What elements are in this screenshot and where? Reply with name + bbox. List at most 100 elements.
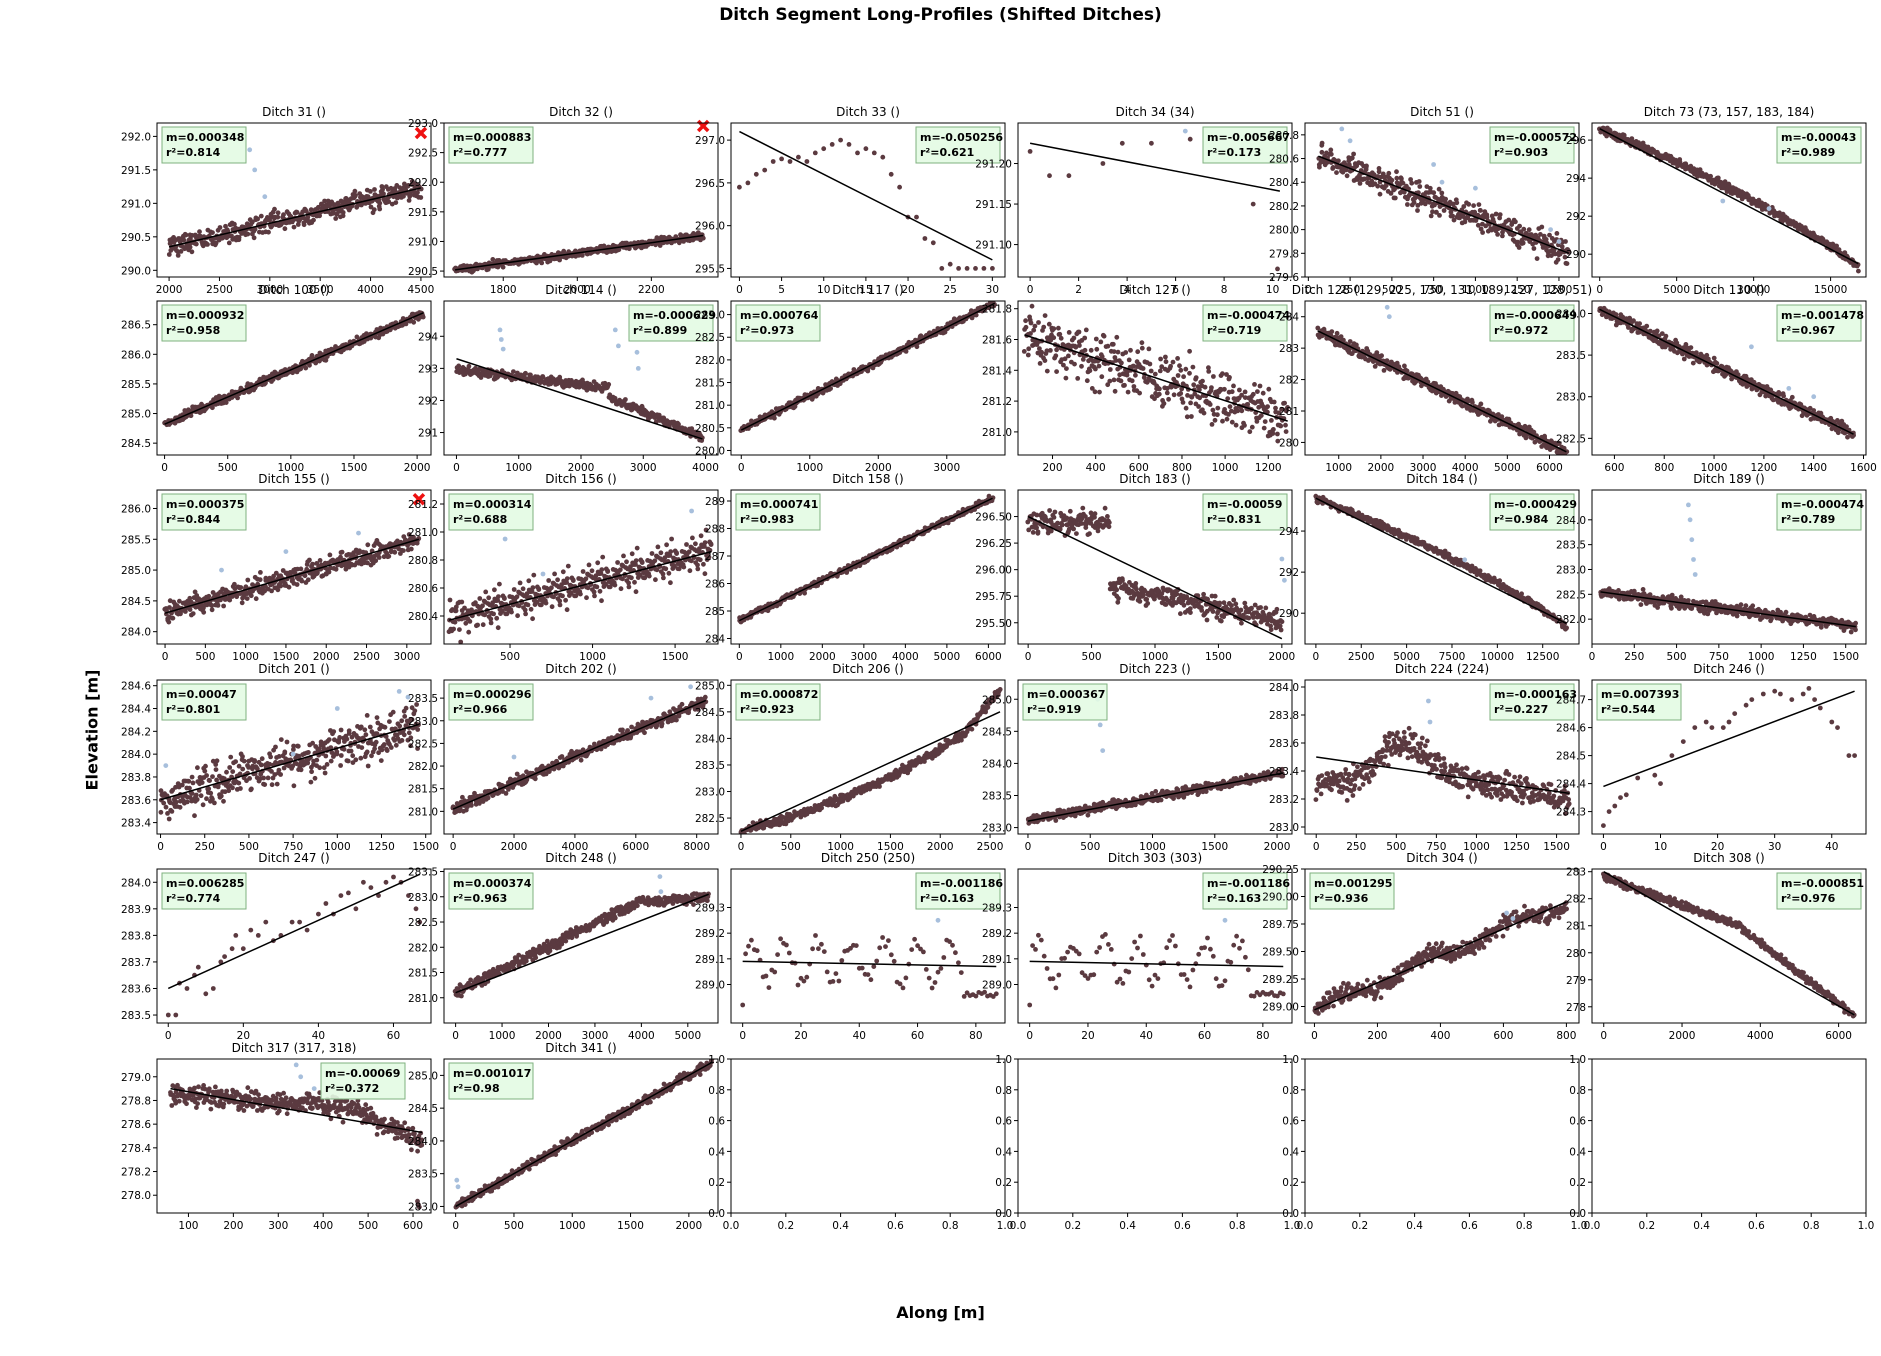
- plot-area: [737, 130, 995, 271]
- data-point: [1094, 346, 1100, 352]
- data-point: [1344, 173, 1350, 179]
- data-point: [1276, 410, 1282, 416]
- x-tick-label: 10000: [1737, 284, 1770, 296]
- data-point: [1119, 360, 1124, 366]
- data-point: [271, 573, 276, 579]
- data-point: [1225, 396, 1231, 401]
- data-point: [1114, 334, 1120, 340]
- data-point: [1427, 185, 1433, 191]
- data-point: [737, 184, 742, 190]
- data-point: [1260, 390, 1266, 396]
- data-point: [1377, 191, 1383, 197]
- subplot-title: Ditch 34 (34): [1115, 105, 1194, 119]
- fit-line: [1599, 308, 1854, 435]
- data-point: [1242, 395, 1248, 400]
- data-point: [209, 607, 215, 613]
- data-point: [1329, 329, 1335, 334]
- data-point: [1459, 403, 1465, 409]
- x-tick-label: 1000: [505, 462, 532, 474]
- data-point: [217, 225, 223, 230]
- y-tick-label: 280: [1279, 437, 1299, 449]
- y-tick-label: 281.8: [982, 304, 1012, 316]
- y-tick-label: 296.0: [695, 221, 725, 233]
- data-point: [1128, 347, 1133, 353]
- data-point: [380, 187, 385, 192]
- data-point: [1215, 405, 1221, 411]
- x-tick-label: 20: [901, 284, 914, 296]
- data-point: [406, 183, 411, 188]
- data-point: [1394, 175, 1400, 181]
- data-point: [278, 583, 283, 589]
- data-point: [1364, 163, 1369, 169]
- data-point: [812, 150, 818, 156]
- data-point: [1057, 331, 1063, 337]
- data-point: [1563, 239, 1568, 244]
- x-tick-label: 4000: [357, 284, 384, 296]
- data-point: [981, 266, 987, 271]
- data-point: [1047, 173, 1052, 179]
- x-tick-label: 2200: [638, 284, 665, 296]
- data-point: [1229, 419, 1235, 425]
- r2-label: r²=0.777: [453, 146, 507, 159]
- data-point: [1531, 246, 1537, 251]
- data-point: [227, 597, 233, 603]
- plot-area: [1027, 128, 1281, 272]
- y-tick-label: 292: [418, 395, 438, 407]
- data-point: [1417, 184, 1423, 189]
- outlier-point: [1786, 386, 1792, 391]
- data-point: [1131, 363, 1136, 369]
- data-point: [166, 252, 172, 257]
- x-tick-label: 3000: [1410, 462, 1437, 474]
- subplot-11: Ditch 128 (129, 225, 130, 131, 189, 127,…: [1279, 283, 1592, 474]
- data-point: [1255, 389, 1260, 394]
- data-point: [1058, 335, 1064, 341]
- x-tick-label: 3000: [630, 462, 657, 474]
- x-tick-label: 0: [453, 462, 460, 474]
- data-point: [1430, 209, 1435, 215]
- data-point: [371, 207, 377, 213]
- data-point: [1147, 361, 1153, 367]
- fit-line: [455, 234, 704, 271]
- data-point: [897, 184, 902, 190]
- data-point: [221, 603, 227, 609]
- outlier-point: [1439, 179, 1445, 185]
- data-point: [1148, 368, 1154, 374]
- axes-frame: [156, 300, 432, 456]
- data-point: [1046, 321, 1052, 327]
- data-point: [326, 569, 332, 575]
- data-point: [1811, 408, 1817, 413]
- x-tick-label: 5000: [1663, 284, 1690, 296]
- data-point: [1271, 427, 1276, 432]
- data-point: [903, 349, 909, 354]
- y-tick-label: 284.5: [121, 438, 151, 450]
- x-tick-label: 0: [1027, 284, 1034, 296]
- data-point: [1093, 366, 1098, 372]
- data-point: [1249, 424, 1255, 430]
- data-point: [1422, 201, 1428, 207]
- data-point: [1465, 398, 1471, 404]
- data-point: [676, 421, 681, 427]
- data-point: [1237, 387, 1242, 393]
- data-point: [1484, 214, 1490, 220]
- data-point: [1188, 400, 1193, 406]
- data-point: [235, 395, 241, 401]
- data-point: [1520, 240, 1526, 246]
- axes-frame: [730, 300, 1006, 456]
- data-point: [262, 588, 267, 594]
- data-point: [528, 372, 533, 378]
- data-point: [1493, 211, 1499, 217]
- data-point: [829, 142, 835, 147]
- data-point: [523, 370, 528, 376]
- slope-label: m=-0.005667: [1207, 131, 1290, 144]
- data-point: [1735, 372, 1741, 378]
- x-tick-label: 0: [736, 284, 743, 296]
- data-point: [1222, 386, 1227, 392]
- data-point: [1159, 364, 1165, 370]
- data-point: [1079, 363, 1084, 369]
- data-point: [579, 253, 585, 258]
- data-point: [1107, 378, 1113, 384]
